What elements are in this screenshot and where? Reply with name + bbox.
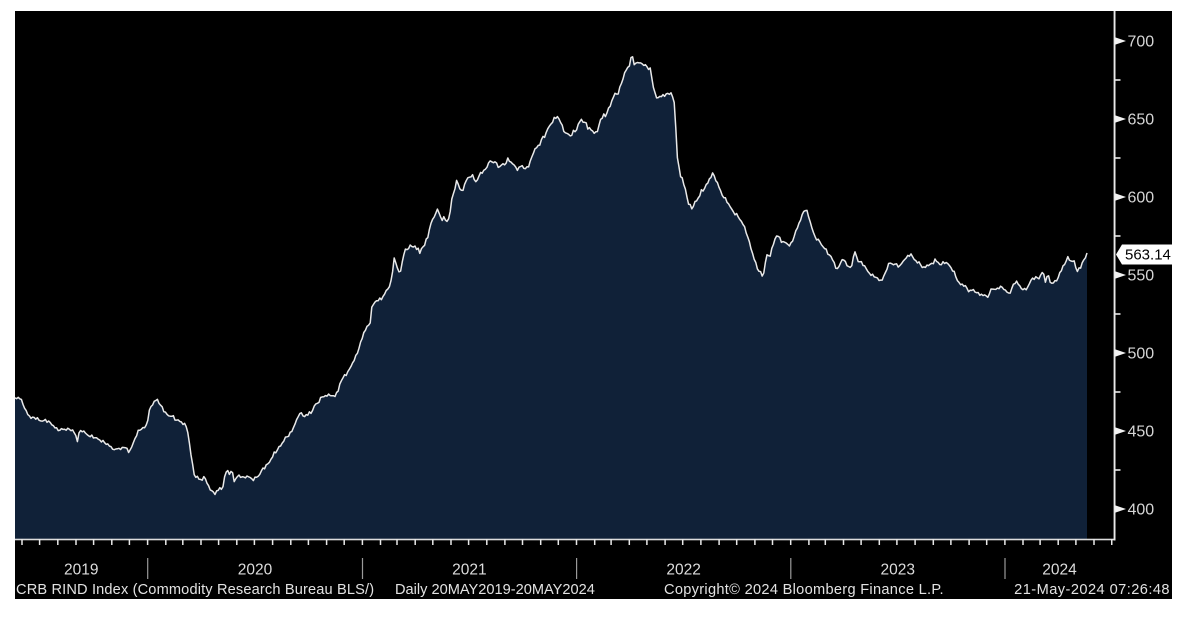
svg-text:500: 500: [1128, 346, 1155, 363]
svg-text:2021: 2021: [452, 562, 486, 579]
svg-text:CRB RIND Index (Commodity Rese: CRB RIND Index (Commodity Research Burea…: [16, 582, 374, 598]
svg-text:400: 400: [1128, 502, 1155, 519]
svg-text:600: 600: [1128, 190, 1155, 207]
svg-text:563.14: 563.14: [1125, 247, 1171, 264]
svg-text:550: 550: [1128, 268, 1155, 285]
svg-text:2024: 2024: [1042, 562, 1077, 579]
svg-text:700: 700: [1128, 34, 1155, 51]
svg-text:21-May-2024 07:26:48: 21-May-2024 07:26:48: [1014, 582, 1170, 598]
svg-text:650: 650: [1128, 112, 1155, 129]
svg-text:Copyright© 2024 Bloomberg Fina: Copyright© 2024 Bloomberg Finance L.P.: [664, 582, 944, 598]
svg-text:2019: 2019: [64, 562, 98, 579]
svg-text:2022: 2022: [666, 562, 700, 579]
svg-text:Daily 20MAY2019-20MAY2024: Daily 20MAY2019-20MAY2024: [395, 582, 595, 598]
svg-text:450: 450: [1128, 424, 1155, 441]
svg-text:2023: 2023: [881, 562, 915, 579]
svg-text:2020: 2020: [238, 562, 273, 579]
